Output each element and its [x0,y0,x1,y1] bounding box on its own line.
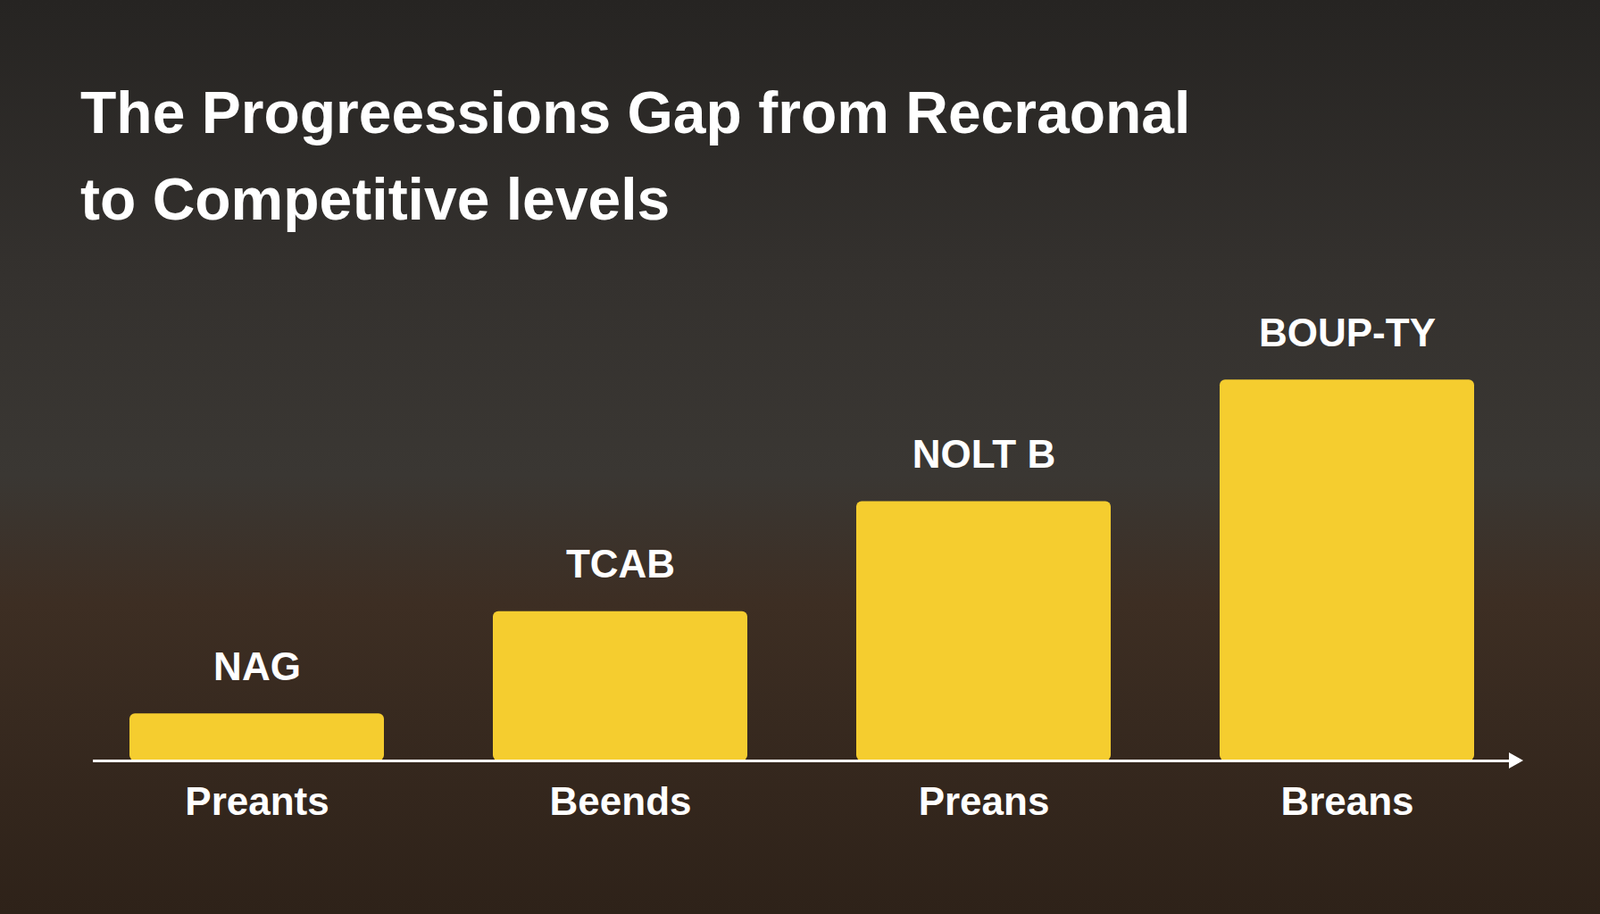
svg-text:NAG: NAG [213,644,301,689]
svg-text:TCAB: TCAB [566,541,675,586]
html-text:The Progreessions Gap from Rec: The Progreessions Gap from Recraonal to … [80,79,1191,233]
svg-text:Preans: Preans [918,779,1050,824]
svg-text:NOLT B: NOLT B [912,432,1057,476]
svg-text:Breans: Breans [1280,779,1414,824]
svg-text:BOUP-TY: BOUP-TY [1258,310,1436,355]
svg-text:Preants: Preants [184,779,329,824]
svg-text:Beends: Beends [550,779,692,824]
